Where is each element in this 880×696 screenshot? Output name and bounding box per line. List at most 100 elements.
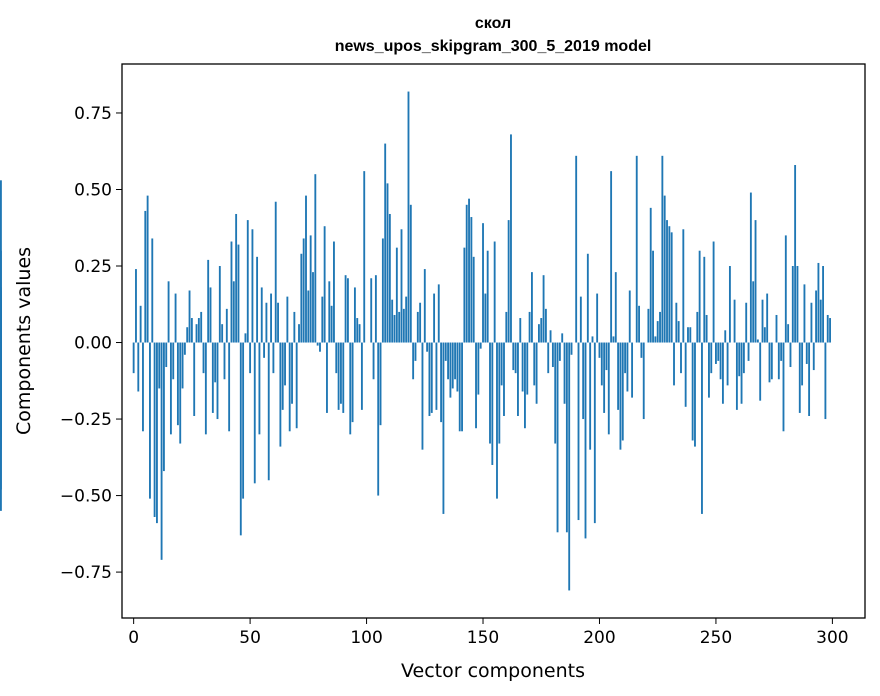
- bar-231: [670, 232, 673, 343]
- bar-242: [696, 311, 699, 343]
- bar-160: [505, 311, 508, 343]
- bar-154: [491, 342, 494, 465]
- bar-42: [230, 241, 233, 343]
- bar-267: [754, 220, 757, 343]
- bar-140: [458, 342, 461, 432]
- bar-296: [822, 266, 824, 343]
- bar-202: [603, 342, 606, 413]
- bar-264: [747, 342, 750, 361]
- bar-71: [298, 324, 300, 343]
- bar-62: [277, 302, 279, 343]
- bar-227: [661, 155, 664, 343]
- bar-252: [719, 342, 722, 380]
- bar-158: [500, 342, 503, 386]
- bar-95: [353, 287, 356, 343]
- bar-235: [680, 342, 682, 374]
- bar-213: [628, 290, 631, 343]
- bar-187: [568, 342, 571, 591]
- bar-225: [656, 321, 659, 343]
- chart-title: скол: [475, 15, 511, 32]
- y-tick-label: −0.75: [60, 563, 112, 583]
- bar-99: [363, 171, 366, 343]
- bar-87: [335, 342, 338, 374]
- y-tick-label: 0.75: [74, 104, 112, 124]
- bar-245: [703, 256, 706, 343]
- bar-113: [395, 247, 398, 343]
- bar-292: [812, 342, 815, 371]
- bar-280: [784, 235, 787, 343]
- bar-85: [330, 305, 333, 343]
- bar-50: [249, 342, 252, 374]
- y-tick-label: 0.25: [74, 257, 112, 277]
- bar-139: [456, 342, 459, 392]
- bar-145: [470, 217, 473, 343]
- bar-43: [232, 281, 235, 343]
- bar-152: [486, 250, 489, 343]
- bar-117: [405, 296, 408, 343]
- bar-161: [507, 220, 510, 343]
- bar-72: [300, 253, 303, 343]
- x-tick-label: 250: [700, 628, 732, 648]
- bar-132: [440, 342, 443, 423]
- bar-208: [617, 342, 620, 410]
- bar-253: [721, 342, 724, 404]
- bar-8: [151, 238, 154, 343]
- bar-90: [342, 342, 345, 413]
- bar-55: [260, 287, 263, 343]
- bar-134: [444, 342, 447, 361]
- bar-106: [379, 342, 382, 426]
- bar-156: [496, 342, 498, 499]
- bar-192: [579, 296, 582, 343]
- bar-181: [554, 342, 557, 444]
- chart-subtitle: news_upos_skipgram_300_5_2019 model: [335, 38, 652, 55]
- bar-194: [584, 342, 587, 539]
- bar-151: [484, 293, 487, 343]
- bar-203: [605, 342, 608, 371]
- bar-51: [251, 229, 254, 343]
- bar-223: [652, 250, 654, 343]
- bar-0: [132, 342, 135, 374]
- bar-18: [174, 293, 177, 343]
- bar-169: [526, 342, 529, 395]
- bar-286: [798, 342, 801, 413]
- bar-277: [777, 342, 780, 380]
- bar-162: [510, 134, 512, 343]
- bar-291: [810, 302, 813, 343]
- bar-176: [542, 275, 545, 343]
- bar-48: [244, 333, 247, 343]
- bar-33: [209, 287, 212, 343]
- bar-190: [575, 155, 578, 343]
- bar-195: [586, 253, 589, 343]
- bar-228: [663, 195, 666, 343]
- bar-66: [286, 296, 289, 343]
- bar-271: [763, 327, 766, 343]
- bar-52: [253, 342, 256, 484]
- bar-49: [246, 220, 249, 343]
- bar-58: [267, 342, 270, 481]
- bar-53: [256, 256, 259, 343]
- bar-171: [531, 272, 533, 343]
- bar-148: [477, 342, 480, 395]
- bar-167: [521, 342, 524, 392]
- bar-141: [461, 342, 463, 432]
- bar-68: [291, 342, 293, 404]
- bars-group: [0, 91, 831, 591]
- bar-214: [631, 342, 634, 398]
- bar-281: [787, 324, 790, 343]
- bar-28: [197, 318, 200, 343]
- bar-251: [717, 342, 720, 361]
- bar-103: [372, 342, 375, 380]
- bar-64: [281, 342, 284, 410]
- bar-295: [819, 299, 822, 343]
- bar-173: [535, 342, 538, 404]
- bar-92: [347, 278, 349, 343]
- bar-246: [705, 314, 708, 343]
- bar-56: [263, 342, 266, 358]
- bar-269: [759, 342, 762, 401]
- bar-232: [673, 342, 675, 386]
- bar-191: [577, 342, 580, 521]
- bar-157: [498, 342, 501, 444]
- bar-258: [733, 299, 736, 343]
- bar-124: [421, 342, 424, 450]
- bar-284: [794, 165, 797, 343]
